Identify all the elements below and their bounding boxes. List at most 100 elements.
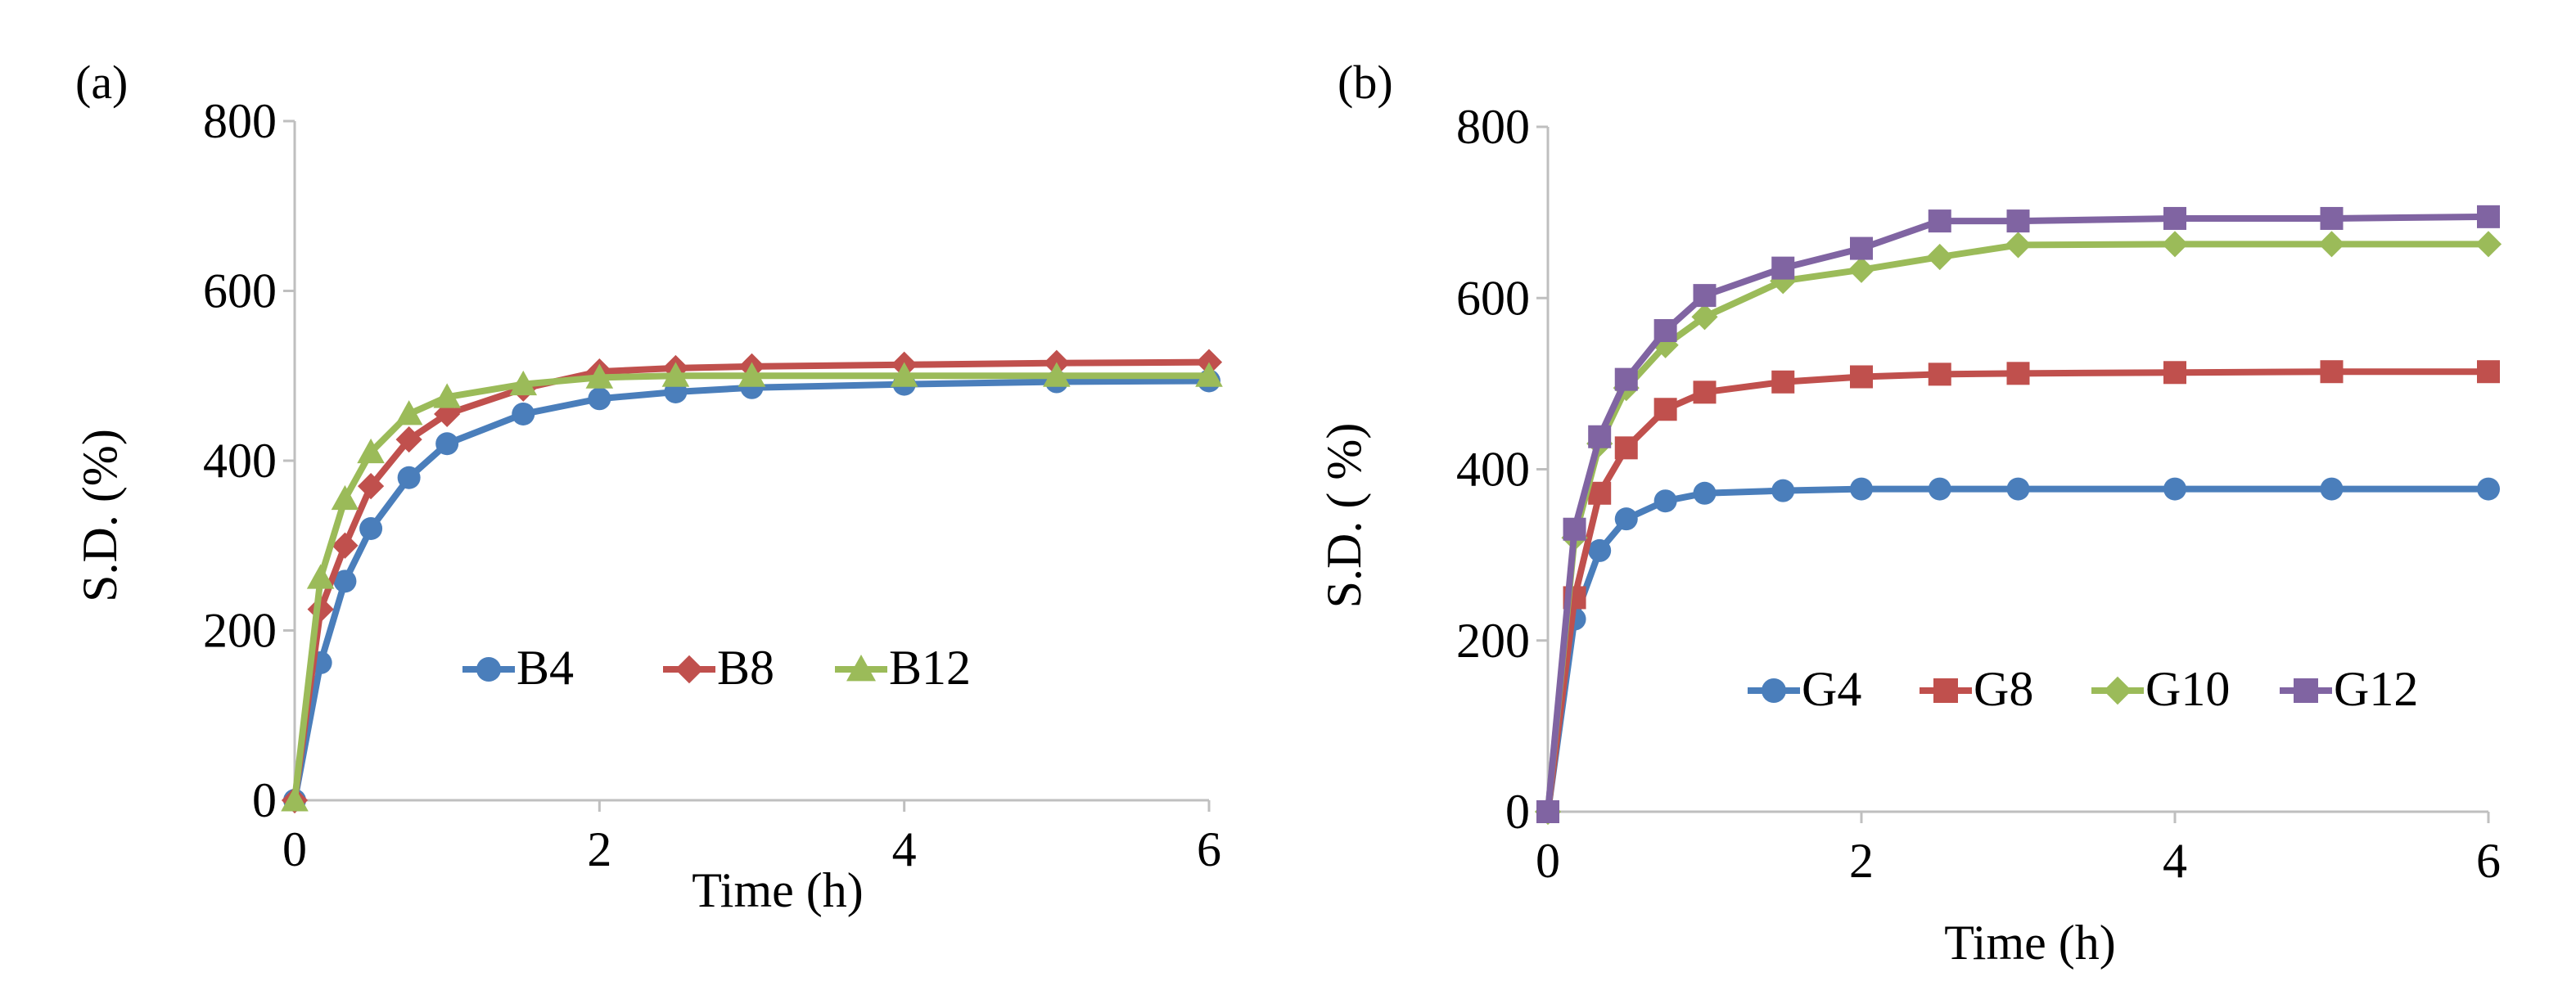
panel-a-y-ticks: 0 200 400 600 800	[203, 94, 295, 827]
panel-b-x-tick-label: 0	[1536, 834, 1560, 888]
panel-a-series-b4-point	[359, 517, 383, 540]
panel-b-series-g4-point	[2163, 477, 2186, 501]
panel-b-x-axis-title: Time (h)	[1944, 916, 2115, 970]
panel-b-series-g4-point	[1928, 477, 1951, 501]
panel-a-label: (a)	[75, 56, 128, 109]
panel-b-legend-swatch-marker	[1762, 678, 1786, 703]
panel-b-series-g4-point	[1771, 479, 1795, 502]
panel-a-series-b8-point	[307, 596, 334, 623]
panel-a-x-tick-label: 0	[282, 822, 307, 876]
panel-b-y-tick-label: 600	[1456, 271, 1530, 325]
panel-b-series-g8-line	[1545, 368, 2488, 813]
panel-a-series-b8-point	[332, 532, 359, 559]
panel-a-x-axis-title: Time (h)	[692, 863, 863, 917]
panel-b-series-g12-point	[2006, 209, 2030, 233]
panel-a-series-b12-point	[738, 362, 766, 387]
panel-b-series-g8-point	[1850, 365, 1873, 389]
panel-b-series-g8-point	[1614, 436, 1638, 460]
panel-b-series-g8-point	[1653, 398, 1677, 421]
panel-b-y-axis-title: S.D. ( %)	[1317, 423, 1371, 609]
panel-b-series-g8-point	[1588, 481, 1612, 505]
panel-b-series-g4-point	[1614, 507, 1638, 531]
panel-b-y-tick-label: 800	[1456, 100, 1530, 154]
panel-a-series-b12-point	[509, 370, 538, 396]
panel-b-series-g4-line	[1545, 485, 2488, 813]
panel-a-series-b8-line	[291, 358, 1210, 801]
panel-a-x-tick-label: 6	[1197, 822, 1221, 876]
panel-b-legend-item-g8: G8	[1920, 662, 2033, 716]
panel-b-y-tick-label: 200	[1456, 614, 1530, 668]
panel-b-legend-label: G8	[1974, 662, 2033, 716]
panel-a-x-ticks: 0 2 4 6	[282, 800, 1221, 876]
panel-a-series	[281, 349, 1223, 814]
panel-b-series-g12-point	[1653, 319, 1677, 343]
panel-a-series-b4-line	[291, 377, 1210, 801]
panel-a-x-tick-label: 4	[892, 822, 917, 876]
panel-a-series-b12-point	[585, 363, 614, 389]
panel-a-series-b12-point	[281, 786, 309, 812]
panel-b-series-g12-point	[1588, 425, 1612, 448]
panel-b-series-g10-point	[1847, 256, 1875, 283]
panel-b-series-g10-line	[1545, 241, 2488, 813]
panel-b-series-g10-point	[1926, 243, 1953, 271]
panel-b-series-g12-point	[1771, 256, 1795, 280]
panel-b-y-tick-label: 400	[1456, 443, 1530, 497]
panel-a-legend-swatch-marker	[476, 657, 501, 682]
panel-a-series-b4-point	[588, 387, 611, 411]
chart-panel-a: (a) S.D. (%) Time (h) 0 200 400 600 800 0 2 4 6…	[73, 56, 1223, 917]
panel-b-series-g8-point	[2477, 360, 2500, 384]
panel-b-legend-item-g4: G4	[1748, 662, 1861, 716]
panel-a-legend-label: B8	[717, 641, 774, 695]
panel-b-series-g12-point	[2477, 205, 2500, 228]
panel-b-legend-label: G10	[2145, 662, 2230, 716]
panel-b-x-tick-label: 4	[2163, 834, 2187, 888]
panel-a-y-tick-label: 0	[252, 773, 277, 827]
panel-b-series-g12-point	[1928, 209, 1951, 233]
panel-a-series-b12-line	[291, 372, 1209, 801]
panel-b-series	[1534, 205, 2502, 826]
panel-b-series-g4-point	[2006, 477, 2030, 501]
panel-a-legend-item-b4: B4	[462, 641, 574, 695]
panel-b-series-g4-point	[1693, 481, 1717, 505]
panel-a-series-b12-point	[357, 438, 385, 464]
panel-b-series-g8-point	[1693, 380, 1717, 404]
panel-b-series-g12-point	[1693, 284, 1717, 308]
panel-a-x-tick-label: 2	[587, 822, 611, 876]
panel-a-series-b4-point	[333, 570, 357, 593]
panel-b-series-g12-point	[1850, 236, 1873, 260]
panel-b-legend-label: G12	[2334, 662, 2418, 716]
panel-b-series-g12-point	[2163, 206, 2186, 230]
panel-a-legend-swatch-marker	[674, 655, 704, 684]
panel-b-series-g8-point	[2163, 361, 2186, 385]
chart-panel-b: (b) S.D. ( %) Time (h) 0 200 400 600 800 0 2 4…	[1317, 56, 2502, 970]
panel-a-legend-swatch-marker	[846, 655, 876, 682]
panel-a-legend-item-b12: B12	[835, 641, 971, 695]
panel-b-series-g10-point	[1691, 304, 1718, 331]
panel-b-legend: G4 G8 G10 G12	[1748, 662, 2418, 716]
panel-a-y-tick-label: 600	[203, 264, 277, 318]
panel-b-series-g12-line	[1545, 213, 2489, 813]
panel-b-x-ticks: 0 2 4 6	[1536, 812, 2501, 888]
panel-a-series-b12-point	[395, 400, 423, 425]
panel-a-legend: B4 B8 B12	[462, 641, 971, 695]
panel-b-legend-item-g12: G12	[2280, 662, 2418, 716]
panel-b-x-tick-label: 2	[1849, 834, 1874, 888]
panel-b-series-g8-point	[2320, 360, 2344, 384]
panel-b-legend-label: G4	[1802, 662, 1861, 716]
panel-b-series-g4-point	[2320, 477, 2344, 501]
panel-a-y-axis-title: S.D. (%)	[73, 429, 127, 602]
panel-b-series-g10-point	[2318, 231, 2345, 258]
panel-a-legend-label: B12	[889, 641, 971, 695]
panel-a-series-b12-point	[433, 383, 461, 408]
panel-b-series-g12-point	[1563, 517, 1586, 541]
panel-b-series-g4-point	[1588, 538, 1612, 562]
panel-a-series-b12-point	[306, 564, 335, 589]
panel-b-series-g8-point	[1928, 362, 1951, 386]
panel-a-series-b4-point	[397, 466, 421, 489]
panel-b-legend-swatch-marker	[1933, 678, 1958, 703]
panel-b-series-g4-point	[1653, 489, 1677, 513]
panel-b-y-ticks: 0 200 400 600 800	[1456, 100, 1548, 839]
panel-a-series-b12-point	[661, 362, 690, 387]
panel-a-series-b12-point	[1043, 362, 1071, 387]
